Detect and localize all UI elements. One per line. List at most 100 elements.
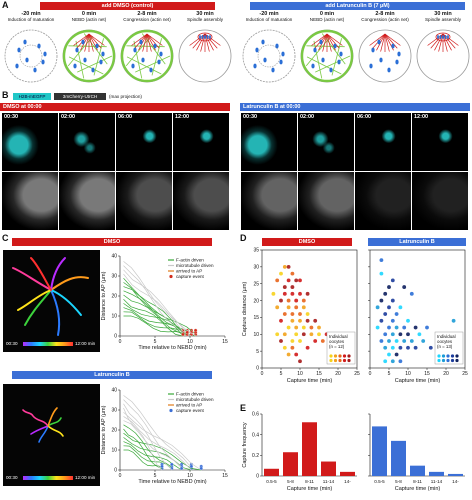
oocyte-schematic <box>4 29 58 83</box>
dmso-data-point <box>298 359 302 364</box>
dmso-data-point <box>290 312 295 316</box>
latb-data-point <box>413 325 418 330</box>
track-line <box>123 265 184 334</box>
legend-max-projection: (max projection) <box>109 94 142 99</box>
track-line <box>123 424 172 468</box>
latb-data-point <box>375 305 380 310</box>
actin-net-strand <box>93 38 104 76</box>
dmso-data-point <box>279 339 283 343</box>
latb-bar <box>372 426 387 476</box>
category-label: 14- <box>452 479 459 484</box>
legend-swatch <box>446 358 450 363</box>
latb-data-point <box>394 339 399 343</box>
chromosome <box>209 35 211 39</box>
latb-actin-frame-0 <box>241 172 297 230</box>
latb-data-point <box>406 318 410 323</box>
y-tick-label: 5 <box>256 349 259 355</box>
dmso-data-point <box>309 325 314 330</box>
y-tick-label: 0 <box>114 334 117 340</box>
legend-swatch <box>338 354 342 358</box>
actin-net-strand <box>67 36 94 67</box>
dmso-bar <box>340 471 355 476</box>
chromosome <box>271 67 275 73</box>
dmso-data-point <box>301 298 306 303</box>
latb-data-point <box>394 325 399 330</box>
x-tick-label: 20 <box>335 371 341 377</box>
latb-data-point <box>383 345 388 350</box>
microtubule <box>73 33 90 46</box>
latb-data-point <box>390 318 395 323</box>
dmso-data-point <box>282 291 287 296</box>
x-tick-label: 20 <box>443 371 449 377</box>
dmso-data-point <box>294 298 299 303</box>
track-line <box>123 428 163 470</box>
y-tick-label: 0 <box>256 366 259 372</box>
actin-net-strand <box>77 55 113 73</box>
x-axis-label: Time relative to NEBD (min) <box>138 345 206 351</box>
latb-data-point <box>402 325 407 330</box>
legend-label: F-actin driven <box>176 392 204 397</box>
latb-data-point <box>406 345 410 350</box>
legend-swatch <box>441 358 446 363</box>
legend-label: capture event <box>176 408 205 413</box>
latb-bar <box>448 473 463 476</box>
y-tick-label: 40 <box>111 254 117 260</box>
latb-data-point <box>390 345 395 350</box>
stage-time: 2-8 min <box>137 11 157 17</box>
actin-net-strand <box>305 36 332 67</box>
stage-time: 0 min <box>81 11 97 17</box>
stage-time: 30 min <box>434 11 452 17</box>
track-line <box>123 403 173 470</box>
actin-net-strand <box>125 36 152 67</box>
dmso-data-point <box>286 325 291 330</box>
dmso-data-point <box>286 278 291 283</box>
chromosome <box>377 39 381 45</box>
x-tick-label: 15 <box>222 339 228 345</box>
latb-data-point <box>406 332 410 337</box>
dmso-stage-3: 30 min Spindle assembly <box>176 11 234 90</box>
latb-colorbar <box>23 476 73 480</box>
dmso-data-point <box>298 291 302 296</box>
microtubule <box>384 33 390 52</box>
x-tick-label: 15 <box>222 473 228 479</box>
chromosome <box>313 47 317 53</box>
oocyte-schematic <box>300 29 354 83</box>
timestamp: 12:00 <box>175 114 190 120</box>
microtubule <box>196 33 206 51</box>
actin-net-strand <box>68 56 104 75</box>
stage-time: -20 min <box>259 11 279 17</box>
timestamp: 00:30 <box>243 114 258 120</box>
chromosome <box>437 35 439 39</box>
panel-label-c: C <box>2 233 9 243</box>
y-tick-label: 0.2 <box>252 453 259 459</box>
chromosome <box>157 59 161 65</box>
timestamp: 02:00 <box>300 114 315 120</box>
legend-label: Individual <box>437 334 456 339</box>
legend-swatch <box>441 354 446 358</box>
microtubule <box>80 33 90 51</box>
chromosome <box>275 43 279 49</box>
dmso-colorbar-end: 12:00 min <box>75 341 96 346</box>
dmso-data-point <box>320 339 325 343</box>
x-axis-label: Capture time (min) <box>287 378 333 384</box>
chromosome <box>33 67 37 73</box>
stage-time: 30 min <box>196 11 214 17</box>
oocyte-schematic <box>62 29 116 83</box>
dmso-data-point <box>279 318 283 323</box>
nucleus-outline <box>257 44 281 68</box>
legend-box <box>434 331 464 365</box>
legend-label: microtubule driven <box>176 263 214 268</box>
stage-desc: NEBD (actin net) <box>71 17 107 22</box>
legend-swatch <box>329 358 333 363</box>
y-tick-label: 30 <box>111 274 117 280</box>
dmso-colorbar-start: 00:30 <box>6 341 18 346</box>
chromosome <box>253 63 257 69</box>
legend-label: arrived to AP <box>176 269 202 274</box>
chromosome <box>141 57 145 63</box>
dmso-data-point <box>294 352 299 357</box>
dmso-data-point <box>294 325 299 330</box>
y-tick-label: 0 <box>256 474 259 480</box>
x-tick-label: 10 <box>297 371 303 377</box>
dmso-header-d: DMSO <box>262 238 352 246</box>
dmso-data-point <box>301 305 306 310</box>
